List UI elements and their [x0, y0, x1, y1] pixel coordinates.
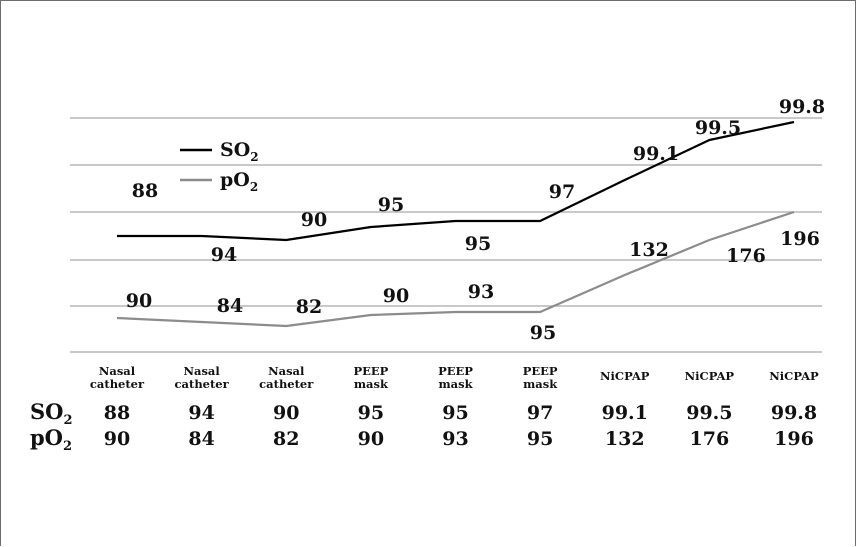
po2-row-label: pO2 — [30, 425, 72, 454]
po2-data-label: 132 — [629, 239, 669, 261]
so2-data-label: 95 — [465, 233, 491, 255]
po2-table-cell: 93 — [442, 428, 468, 450]
po2-data-label: 176 — [726, 245, 766, 267]
po2-data-label: 95 — [530, 322, 556, 344]
po2-data-label: 93 — [468, 281, 494, 303]
category-label: PEEP — [353, 364, 388, 378]
po2-line — [116, 210, 795, 328]
category-label: Nasal — [183, 364, 220, 378]
so2-table-cell: 94 — [188, 402, 214, 424]
po2-table-cell: 132 — [605, 428, 645, 450]
category-label: Nasal — [99, 364, 136, 378]
so2-line — [117, 120, 795, 242]
so2-data-label: 99.1 — [633, 143, 679, 165]
so2-data-label: 94 — [211, 244, 237, 266]
po2-data-label: 90 — [383, 285, 409, 307]
category-label: Nasal — [268, 364, 305, 378]
po2-data-label: 90 — [126, 290, 152, 312]
po2-legend-label: pO2 — [220, 169, 258, 194]
so2-data-label: 90 — [301, 209, 327, 231]
category-label: catheter — [259, 377, 314, 391]
so2-table-cell: 95 — [358, 402, 384, 424]
po2-table-cell: 84 — [188, 428, 214, 450]
po2-table-cell: 95 — [527, 428, 553, 450]
data-labels: 88 94 90 95 95 97 99.1 99.5 99.8 90 84 82 90 93 95 132 1… — [126, 96, 825, 344]
category-label: NiCPAP — [600, 369, 650, 383]
so2-data-label: 99.5 — [695, 117, 741, 139]
category-label: mask — [438, 377, 473, 391]
po2-table-cell: 90 — [104, 428, 130, 450]
so2-data-label: 88 — [132, 180, 158, 202]
po2-table-cell: 90 — [358, 428, 384, 450]
category-label: catheter — [175, 377, 230, 391]
so2-table-cell: 99.8 — [771, 402, 817, 424]
po2-table-cell: 196 — [774, 428, 814, 450]
so2-table-cell: 88 — [104, 402, 130, 424]
so2-data-label: 97 — [549, 181, 575, 203]
so2-data-label: 99.8 — [779, 96, 825, 118]
category-label: mask — [523, 377, 558, 391]
po2-data-label: 82 — [296, 296, 322, 318]
category-labels: NasalcatheterNasalcatheterNasalcatheterP… — [90, 364, 819, 391]
so2-table-cell: 95 — [442, 402, 468, 424]
so2-row-label: SO2 — [30, 399, 73, 428]
so2-table-cell: 90 — [273, 402, 299, 424]
category-label: NiCPAP — [685, 369, 735, 383]
po2-table-cell: 176 — [690, 428, 730, 450]
so2-table-cell: 97 — [527, 402, 553, 424]
po2-data-label: 196 — [780, 228, 820, 250]
so2-table-cell: 99.1 — [602, 402, 648, 424]
category-label: NiCPAP — [769, 369, 819, 383]
gridlines — [70, 117, 822, 353]
category-label: PEEP — [438, 364, 473, 378]
po2-table-cell: 82 — [273, 428, 299, 450]
category-label: catheter — [90, 377, 145, 391]
so2-legend-label: SO2 — [220, 139, 259, 164]
category-label: mask — [354, 377, 389, 391]
so2-table-cell: 99.5 — [686, 402, 732, 424]
so2-data-label: 95 — [378, 194, 404, 216]
series-lines — [116, 120, 795, 328]
category-label: PEEP — [523, 364, 558, 378]
po2-data-label: 84 — [217, 295, 243, 317]
